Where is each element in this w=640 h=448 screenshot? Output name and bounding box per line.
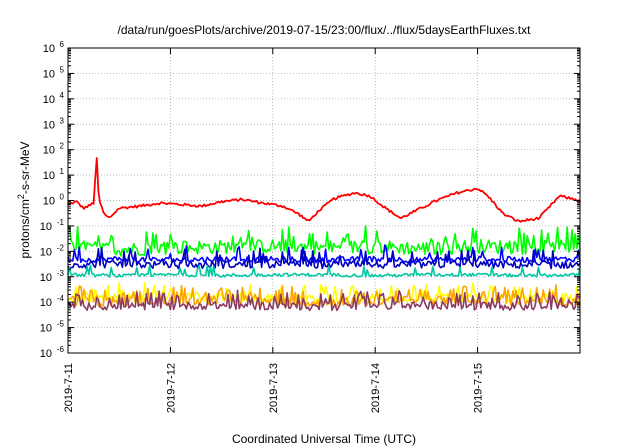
y-tick-label: 10 xyxy=(43,94,55,106)
y-axis-title-sup: 2 xyxy=(16,194,26,199)
y-axis-title-pre: protons/cm xyxy=(18,199,32,258)
y-tick-exponent: 5 xyxy=(60,65,65,74)
y-tick-exponent: 0 xyxy=(60,193,65,202)
y-tick-exponent: -4 xyxy=(57,294,65,303)
series-line xyxy=(67,281,581,304)
y-tick-label: 10 xyxy=(43,68,55,80)
y-tick-exponent: -6 xyxy=(57,345,65,354)
y-tick-label: 10 xyxy=(40,221,52,233)
axis-ticks xyxy=(67,47,580,354)
x-tick-label: 2019-7-15 xyxy=(473,363,485,413)
x-tick-label: 2019-7-11 xyxy=(63,363,75,412)
y-tick-label: 10 xyxy=(43,196,55,208)
grid-lines xyxy=(68,48,580,353)
series-line xyxy=(67,264,581,278)
y-tick-label: 10 xyxy=(43,43,55,55)
y-tick-exponent: -5 xyxy=(57,320,65,329)
y-tick-exponent: 4 xyxy=(60,91,65,100)
y-tick-exponent: -3 xyxy=(57,269,65,278)
x-tick-labels: 2019-7-11 2019-7-12 2019-7-13 2019-7-14 2019… xyxy=(63,363,485,413)
y-tick-exponent: -2 xyxy=(57,243,65,252)
y-tick-label: 10 xyxy=(40,272,52,284)
y-tick-label: 10 xyxy=(43,119,55,131)
series-line xyxy=(67,246,581,270)
x-axis-title: Coordinated Universal Time (UTC) xyxy=(232,432,416,446)
y-tick-label: 10 xyxy=(43,170,55,182)
x-tick-label: 2019-7-12 xyxy=(165,363,177,413)
series-layer xyxy=(67,157,581,312)
y-tick-label: 10 xyxy=(40,348,52,360)
series-line xyxy=(67,225,581,257)
y-tick-labels: 10 -610 -510 -410 -310 -210 -110 010 110 210 310 41… xyxy=(40,40,65,360)
y-tick-label: 10 xyxy=(40,246,52,258)
x-tick-label: 2019-7-14 xyxy=(370,363,382,413)
series-line xyxy=(67,157,581,223)
y-tick-exponent: 6 xyxy=(60,40,65,49)
y-axis-title-post: -s-sr-MeV xyxy=(18,141,32,194)
chart-title: /data/run/goesPlots/archive/2019-07-15/2… xyxy=(118,23,532,37)
y-tick-label: 10 xyxy=(43,145,55,157)
y-tick-exponent: 3 xyxy=(60,116,65,125)
x-tick-label: 2019-7-13 xyxy=(268,363,280,413)
y-tick-exponent: 2 xyxy=(60,142,65,151)
y-tick-label: 10 xyxy=(40,323,52,335)
y-tick-exponent: 1 xyxy=(60,167,65,176)
series-line xyxy=(67,289,581,312)
y-tick-exponent: -1 xyxy=(57,218,65,227)
y-axis-title: protons/cm2-s-sr-MeV xyxy=(16,141,32,258)
y-tick-label: 10 xyxy=(40,297,52,309)
